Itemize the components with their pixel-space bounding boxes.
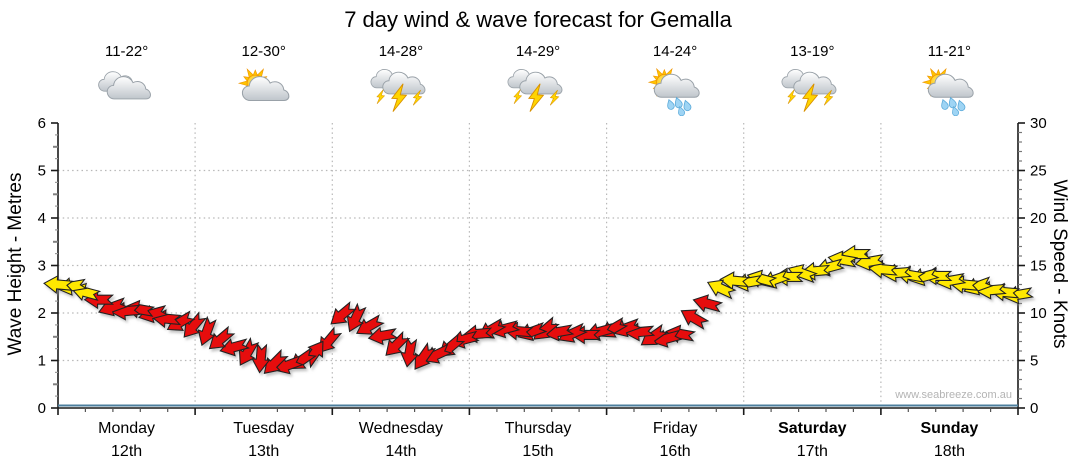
lightning-shape [549, 89, 560, 106]
cloud-shape [382, 71, 426, 95]
day-name-label: Wednesday [359, 420, 443, 437]
day-date-label: 15th [522, 443, 553, 460]
right-tick-label: 30 [1030, 115, 1047, 132]
right-tick-label: 20 [1030, 210, 1047, 227]
wind-arrow [197, 315, 217, 347]
lightning-shape [412, 89, 423, 106]
day-summary: 11-22° [52, 42, 202, 116]
day-name-label: Monday [98, 420, 155, 437]
sun-shower-icon [647, 67, 700, 116]
temp-range: 14-28° [378, 43, 424, 60]
wind-arrow [318, 326, 343, 353]
wind-arrow [263, 348, 289, 375]
day-summary: 11-21° [874, 42, 1024, 116]
raindrop-shape [957, 99, 966, 112]
sun-shower-icon [922, 67, 975, 116]
left-tick-label: 6 [38, 115, 46, 132]
day-summary: 12-30° [189, 42, 339, 116]
cloud-shape [793, 71, 837, 95]
partly-cloudy-icon [237, 68, 290, 102]
day-name-label: Thursday [505, 420, 572, 437]
wind-arrow [611, 318, 643, 338]
wind-arrow [346, 302, 367, 333]
cloud-shape [928, 73, 975, 98]
right-axis-title: Wind Speed - Knots [1049, 179, 1070, 349]
cloud-shape [241, 76, 290, 102]
right-tick-label: 5 [1030, 353, 1038, 370]
lightning-shape [787, 89, 797, 104]
thunderstorm-icon [507, 69, 563, 112]
lightning-shape [513, 89, 523, 104]
raindrop-shape [678, 106, 686, 116]
right-tick-label: 25 [1030, 163, 1047, 180]
day-date-label: 12th [111, 443, 142, 460]
wind-arrow [367, 326, 399, 346]
day-date-label: 14th [385, 443, 416, 460]
cloud-shape [106, 76, 151, 100]
day-summary: 14-28° [326, 42, 476, 116]
watermark: www.seabreeze.com.au [895, 389, 1012, 401]
day-summary: 14-24° [600, 42, 750, 116]
temp-range: 11-21° [927, 43, 972, 60]
day-name-label: Tuesday [233, 420, 294, 437]
left-tick-label: 1 [38, 353, 46, 370]
left-tick-label: 0 [38, 400, 46, 417]
wind-arrow-band [43, 244, 1035, 375]
lightning-shape [376, 89, 385, 104]
wind-arrow [330, 301, 357, 325]
day-date-label: 16th [660, 443, 691, 460]
raindrop-shape [941, 98, 949, 110]
wind-arrow [43, 274, 74, 294]
day-summary: 13-19° [737, 42, 887, 116]
left-tick-label: 5 [38, 163, 46, 180]
cloud-shape [519, 71, 563, 95]
raindrop-shape [667, 98, 675, 110]
temp-range: 14-29° [515, 43, 561, 60]
lightning-shape [390, 83, 408, 112]
thunderstorm-icon [370, 69, 426, 112]
day-name-label: Saturday [778, 420, 847, 437]
day-name-label: Friday [653, 420, 697, 437]
raindrop-shape [683, 99, 692, 112]
temp-range: 11-22° [104, 43, 149, 60]
day-date-label: 18th [934, 443, 965, 460]
cloudy-icon [97, 71, 151, 100]
cloud-shape [653, 73, 700, 98]
thunderstorm-icon [781, 69, 837, 112]
wind-arrow [219, 338, 251, 357]
wind-arrow [400, 336, 419, 368]
wind-arrow [414, 342, 437, 370]
wind-arrow [963, 276, 994, 296]
lightning-shape [802, 83, 819, 112]
wind-arrow [208, 325, 236, 350]
raindrop-shape [952, 106, 960, 116]
left-tick-label: 3 [38, 258, 46, 275]
wind-arrow [385, 330, 411, 356]
left-tick-label: 4 [38, 210, 46, 227]
lightning-shape [824, 89, 834, 106]
page-title: 7 day wind & wave forecast for Gemalla [344, 7, 732, 32]
right-tick-label: 15 [1030, 258, 1047, 275]
day-date-label: 13th [248, 443, 279, 460]
wind-arrow [356, 314, 385, 335]
wind-arrow [719, 271, 750, 291]
lightning-shape [528, 83, 545, 112]
right-tick-label: 0 [1030, 400, 1038, 417]
right-tick-label: 10 [1030, 305, 1047, 322]
wind-arrow [692, 294, 724, 313]
temp-range: 13-19° [790, 43, 835, 60]
wind-arrow [251, 342, 271, 374]
wind-arrow [680, 309, 710, 330]
temp-range: 12-30° [241, 43, 286, 60]
temp-range: 14-24° [652, 43, 698, 60]
day-summary: 14-29° [463, 42, 613, 116]
left-axis-title: Wave Height - Metres [5, 172, 26, 356]
day-name-label: Sunday [921, 420, 979, 437]
day-date-label: 17th [797, 443, 828, 460]
left-tick-label: 2 [38, 305, 46, 322]
wind-arrow [706, 279, 737, 300]
